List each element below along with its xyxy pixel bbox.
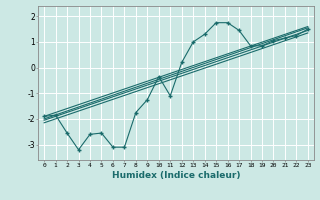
- X-axis label: Humidex (Indice chaleur): Humidex (Indice chaleur): [112, 171, 240, 180]
